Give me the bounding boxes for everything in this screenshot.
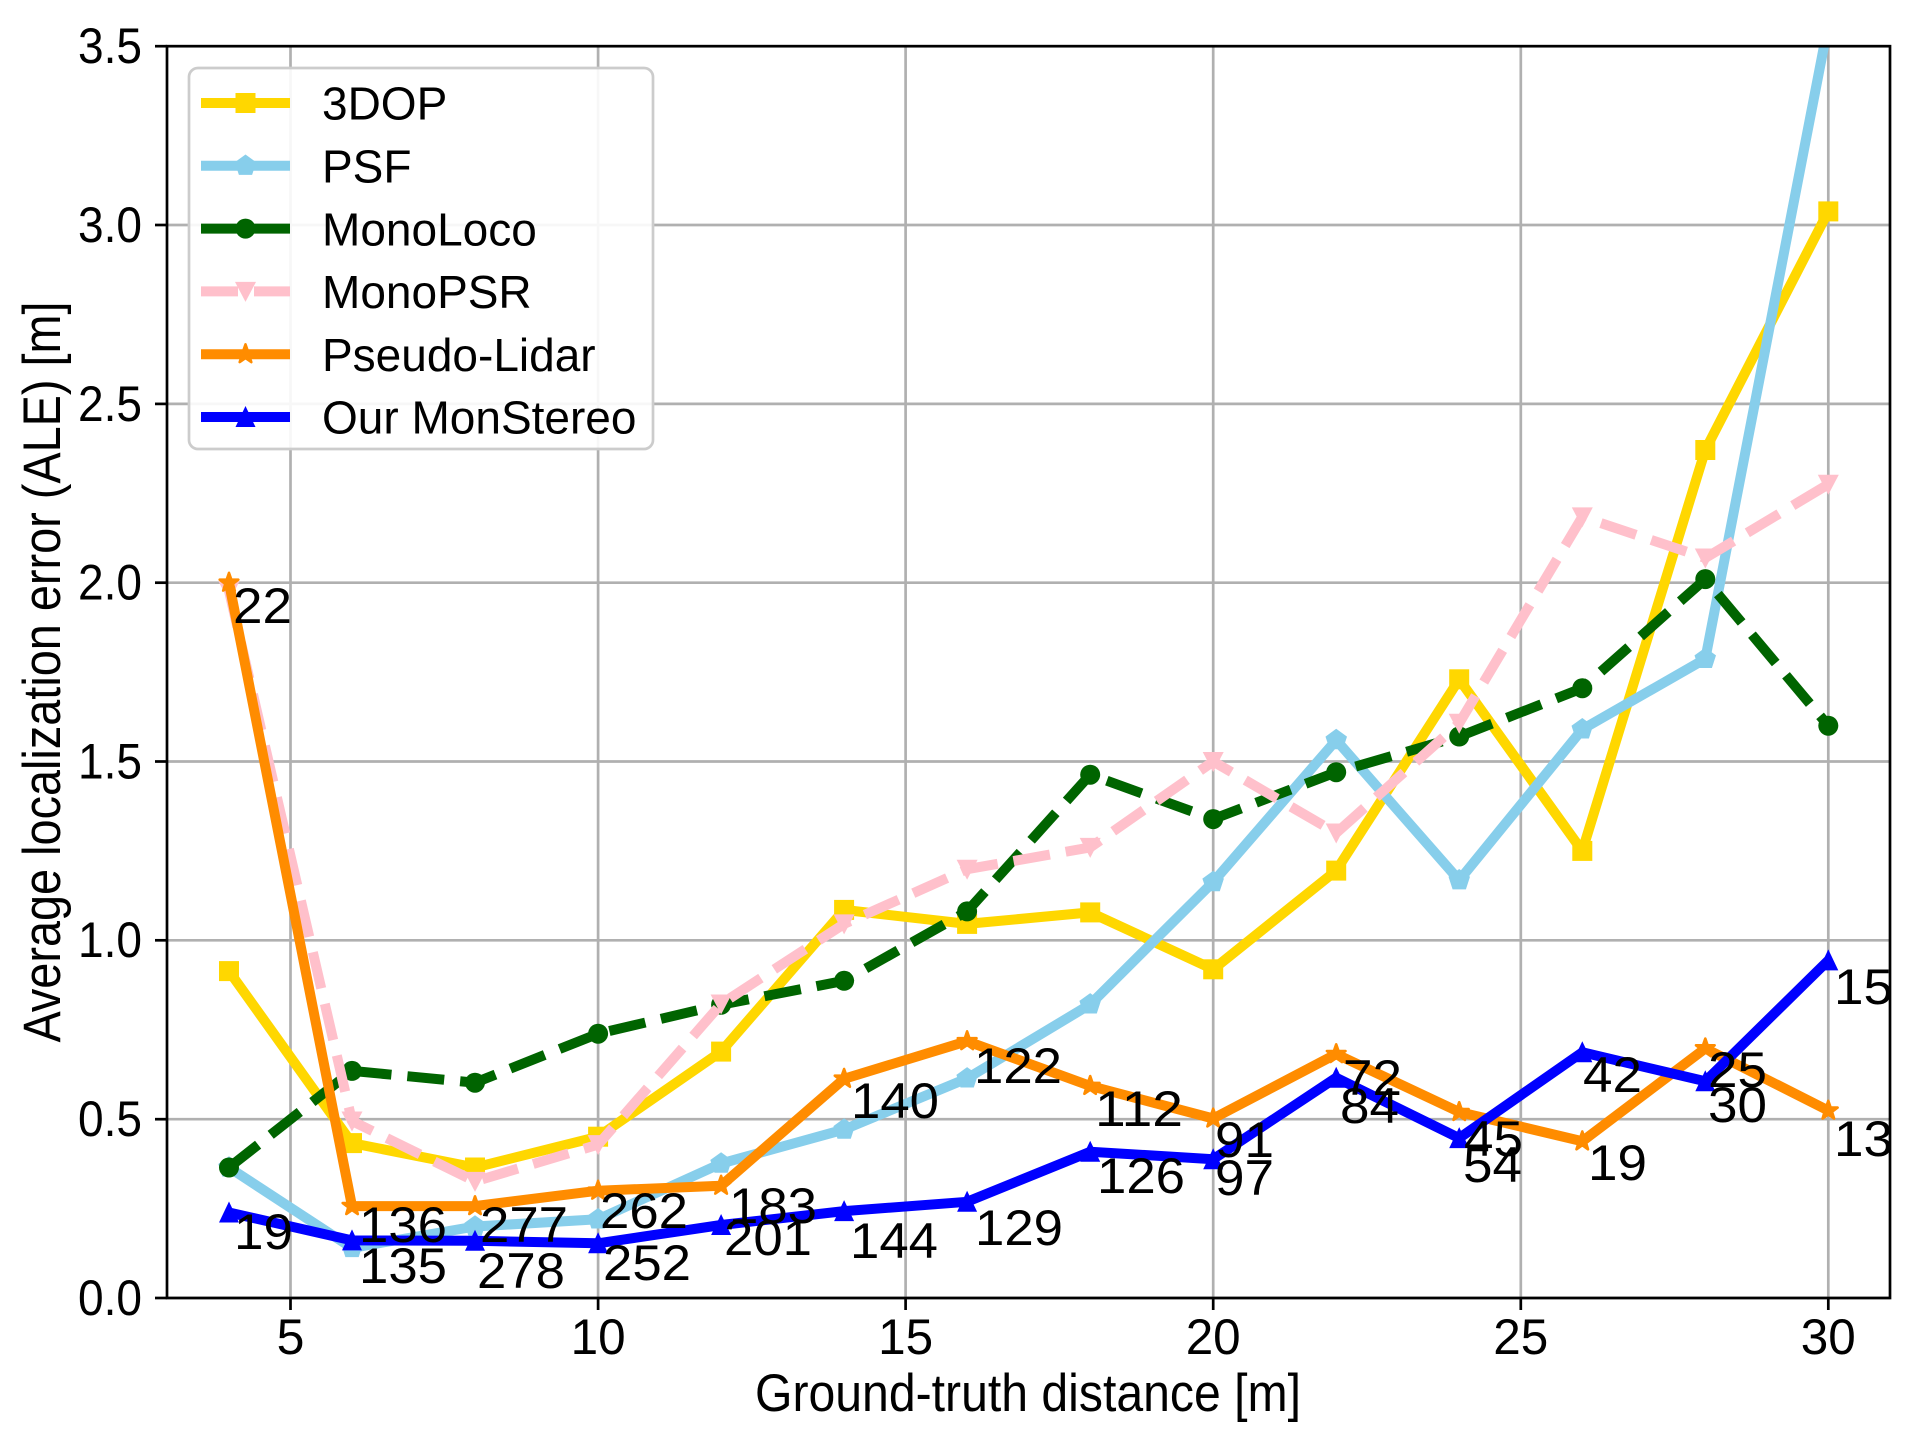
svg-text:97: 97 [1215, 1150, 1274, 1206]
svg-text:19: 19 [1588, 1135, 1647, 1191]
svg-text:3DOP: 3DOP [322, 78, 447, 130]
svg-text:1.5: 1.5 [78, 733, 142, 789]
svg-text:22: 22 [233, 578, 292, 634]
svg-text:201: 201 [724, 1210, 812, 1266]
svg-text:140: 140 [851, 1073, 939, 1129]
svg-text:Ground-truth distance [m]: Ground-truth distance [m] [755, 1364, 1301, 1423]
svg-text:MonoLoco: MonoLoco [322, 203, 537, 255]
svg-text:126: 126 [1097, 1148, 1185, 1204]
svg-text:10: 10 [571, 1309, 626, 1365]
svg-text:84: 84 [1340, 1078, 1399, 1134]
svg-text:3.0: 3.0 [78, 197, 142, 253]
svg-text:3.5: 3.5 [78, 18, 142, 74]
svg-text:144: 144 [850, 1213, 938, 1269]
svg-text:129: 129 [975, 1200, 1063, 1256]
svg-text:277: 277 [480, 1197, 568, 1253]
svg-text:122: 122 [974, 1038, 1062, 1094]
svg-text:1.0: 1.0 [78, 912, 142, 968]
svg-text:30: 30 [1708, 1077, 1767, 1133]
svg-text:PSF: PSF [322, 141, 411, 193]
svg-text:5: 5 [277, 1309, 305, 1365]
svg-text:Pseudo-Lidar: Pseudo-Lidar [322, 329, 596, 381]
svg-text:30: 30 [1801, 1309, 1856, 1365]
svg-text:Average localization error (AL: Average localization error (ALE) [m] [13, 302, 72, 1043]
svg-text:252: 252 [603, 1235, 691, 1291]
svg-text:278: 278 [477, 1243, 565, 1299]
svg-text:25: 25 [1708, 1042, 1767, 1098]
svg-text:25: 25 [1493, 1309, 1548, 1365]
svg-text:13: 13 [1834, 1111, 1893, 1167]
svg-text:135: 135 [359, 1238, 447, 1294]
svg-text:45: 45 [1464, 1111, 1523, 1167]
svg-text:42: 42 [1583, 1047, 1642, 1103]
svg-text:15: 15 [1834, 959, 1893, 1015]
svg-text:72: 72 [1343, 1050, 1402, 1106]
svg-text:Our MonStereo: Our MonStereo [322, 392, 636, 444]
svg-text:2.0: 2.0 [78, 555, 142, 611]
svg-text:262: 262 [600, 1183, 688, 1239]
svg-text:MonoPSR: MonoPSR [322, 266, 532, 318]
svg-text:136: 136 [359, 1197, 447, 1253]
svg-text:183: 183 [729, 1178, 817, 1234]
svg-text:91: 91 [1215, 1112, 1274, 1168]
svg-text:19: 19 [234, 1204, 293, 1260]
svg-text:0.0: 0.0 [78, 1270, 142, 1326]
svg-text:0.5: 0.5 [78, 1091, 142, 1147]
svg-text:15: 15 [878, 1309, 933, 1365]
svg-text:20: 20 [1186, 1309, 1241, 1365]
svg-text:2.5: 2.5 [78, 376, 142, 432]
svg-text:112: 112 [1095, 1081, 1183, 1137]
svg-text:54: 54 [1463, 1137, 1522, 1193]
